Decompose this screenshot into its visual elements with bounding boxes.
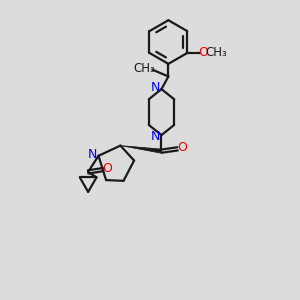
Polygon shape: [120, 146, 162, 153]
Text: N: N: [151, 130, 160, 143]
Text: O: O: [177, 141, 187, 154]
Text: O: O: [102, 162, 112, 175]
Text: N: N: [87, 148, 97, 161]
Text: N: N: [151, 82, 160, 94]
Text: CH₃: CH₃: [134, 62, 155, 75]
Text: O: O: [198, 46, 208, 59]
Text: CH₃: CH₃: [206, 46, 227, 59]
